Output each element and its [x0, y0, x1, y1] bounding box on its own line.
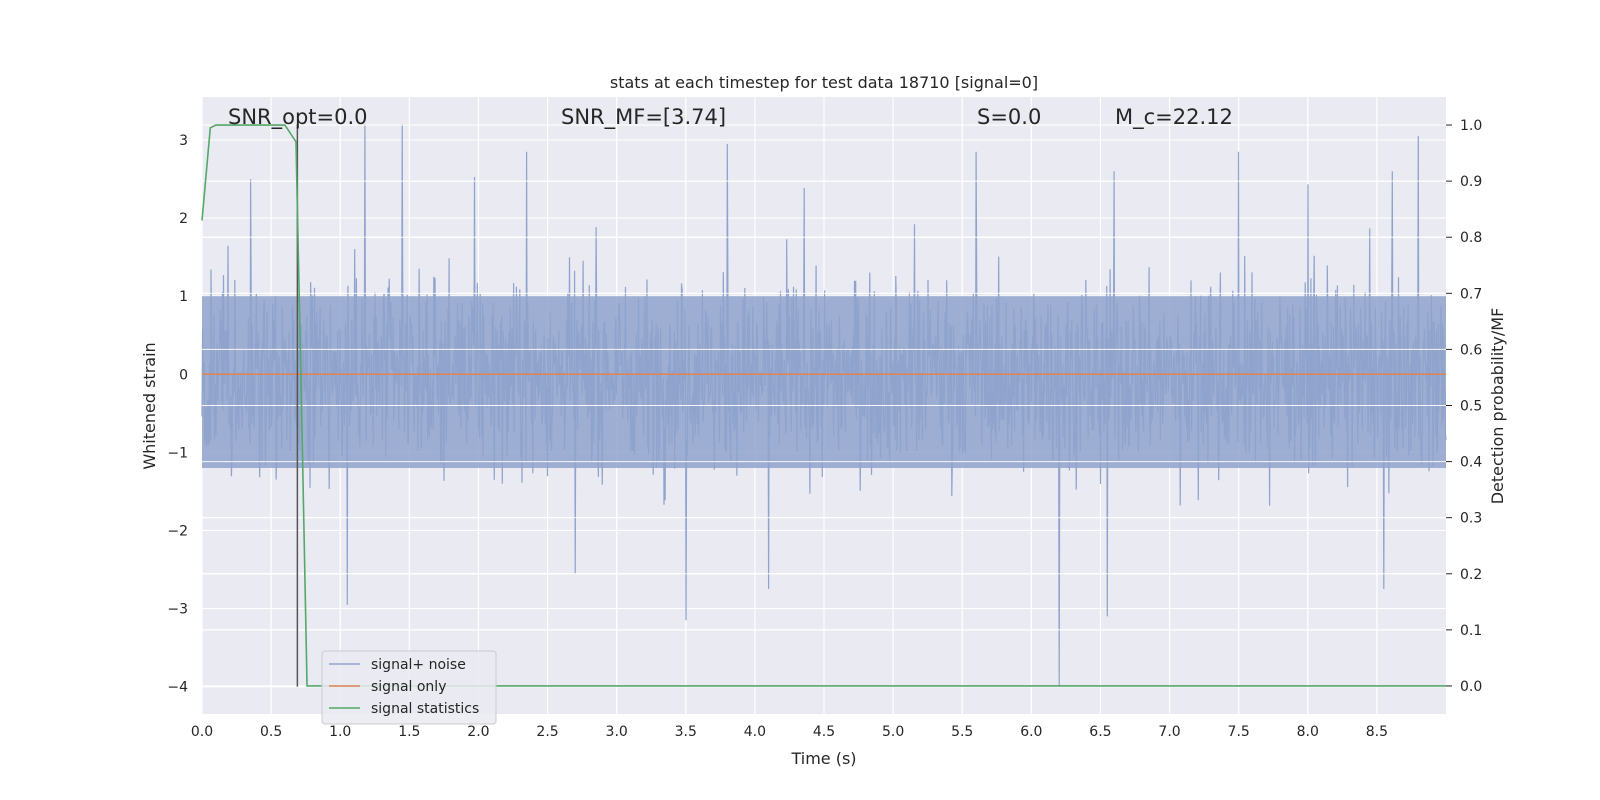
right-y-tick-label: 0.3	[1460, 511, 1482, 527]
x-tick-label: 2.5	[536, 724, 558, 740]
series-lines	[201, 124, 1446, 687]
right-y-tick-label: 0.7	[1460, 286, 1482, 302]
right-y-tick-label: 1.0	[1460, 118, 1482, 134]
x-tick-label: 6.5	[1089, 724, 1111, 740]
y-tick-label: −4	[167, 680, 188, 696]
x-tick-label: 1.0	[329, 724, 351, 740]
right-y-axis-label: Detection probability/MF	[1488, 308, 1507, 505]
chart-title: stats at each timestep for test data 187…	[610, 73, 1038, 92]
y-tick-labels: 3 2 1 0 −1 −2 −3 −4	[167, 133, 188, 696]
x-tick-label: 5.0	[882, 724, 904, 740]
y-tick-label: −3	[167, 602, 188, 618]
right-y-tick-label: 0.4	[1460, 455, 1482, 471]
x-tick-label: 0.0	[191, 724, 213, 740]
x-tick-label: 5.5	[951, 724, 973, 740]
y-axis-label: Whitened strain	[140, 342, 159, 469]
x-tick-label: 4.5	[813, 724, 835, 740]
x-tick-label: 7.5	[1228, 724, 1250, 740]
right-y-tick-label: 0.0	[1460, 679, 1482, 695]
x-tick-label: 2.0	[467, 724, 489, 740]
x-tick-label: 0.5	[260, 724, 282, 740]
right-y-tick-labels: 1.0 0.9 0.8 0.7 0.6 0.5 0.4 0.3 0.2 0.1 0.0	[1460, 118, 1482, 695]
x-tick-label: 6.0	[1020, 724, 1042, 740]
legend-label-signal-statistics: signal statistics	[371, 701, 479, 717]
y-tick-label: 1	[179, 289, 188, 305]
y-tick-label: 3	[179, 133, 188, 149]
legend: signal+ noise signal only signal statist…	[321, 650, 497, 725]
y-tick-label: −1	[167, 445, 188, 461]
x-axis-label: Time (s)	[790, 749, 856, 768]
y-tick-label: −2	[167, 523, 188, 539]
right-y-tick-label: 0.8	[1460, 230, 1482, 246]
annotation-snr-opt: SNR_opt=0.0	[228, 105, 368, 130]
legend-label-signal-noise: signal+ noise	[371, 657, 466, 673]
right-y-tick-label: 0.5	[1460, 399, 1482, 415]
y-tick-label: 2	[179, 211, 188, 227]
signal-noise-series	[201, 124, 1447, 687]
x-tick-label: 3.5	[675, 724, 697, 740]
series-signal-statistics	[201, 124, 1446, 687]
legend-label-signal-only: signal only	[371, 679, 446, 695]
y-tick-label: 0	[179, 367, 188, 383]
right-y-tick-label: 0.2	[1460, 567, 1482, 583]
right-y-tick-label: 0.6	[1460, 342, 1482, 358]
right-y-tick-label: 0.1	[1460, 623, 1482, 639]
x-tick-label: 3.0	[606, 724, 628, 740]
annotation-snr-mf: SNR_MF=[3.74]	[561, 105, 726, 130]
x-tick-label: 4.0	[744, 724, 766, 740]
right-y-tick-label: 0.9	[1460, 174, 1482, 190]
x-tick-label: 7.0	[1158, 724, 1180, 740]
legend-box	[321, 650, 497, 725]
x-tick-labels: 0.0 0.5 1.0 1.5 2.0 2.5 3.0 3.5 4.0 4.5 5.0 5.5 6.0 6…	[191, 724, 1388, 740]
annotation-s: S=0.0	[977, 105, 1041, 129]
x-tick-label: 8.0	[1297, 724, 1319, 740]
x-tick-label: 1.5	[398, 724, 420, 740]
annotation-mc: M_c=22.12	[1115, 105, 1233, 130]
x-tick-label: 8.5	[1366, 724, 1388, 740]
annotations: SNR_opt=0.0 SNR_MF=[3.74] S=0.0 M_c=22.1…	[228, 105, 1233, 130]
